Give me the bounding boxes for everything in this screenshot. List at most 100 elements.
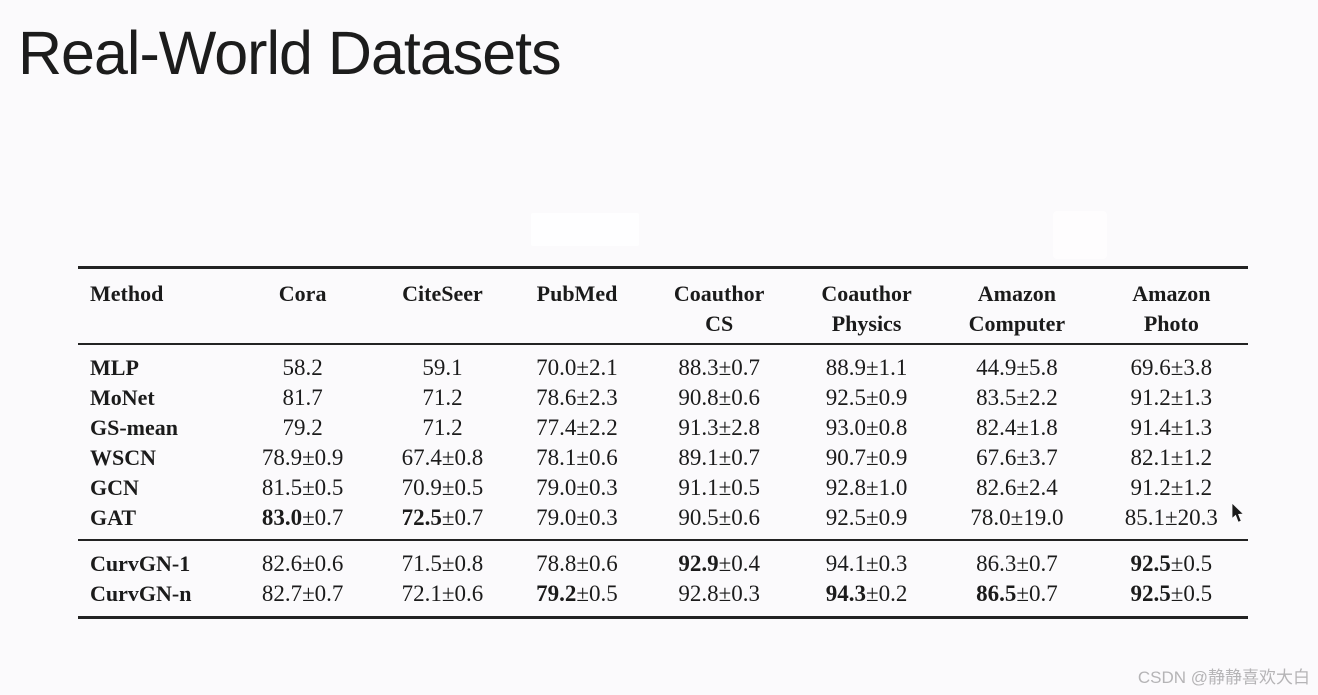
column-header-amazon-photo: Amazon Photo bbox=[1132, 281, 1211, 336]
result-value: 78.1 bbox=[536, 445, 577, 470]
result-value: 82.6 bbox=[261, 551, 303, 576]
result-cell: 44.9±5.8 bbox=[939, 344, 1095, 383]
result-cell: 77.4±2.2 bbox=[510, 413, 645, 443]
result-cell: 81.7 bbox=[230, 383, 375, 413]
result-cell: 82.6±0.6 bbox=[230, 540, 375, 579]
result-cell: 91.3±2.8 bbox=[644, 413, 794, 443]
result-value: 83.0 bbox=[261, 505, 303, 530]
result-cell: 91.1±0.5 bbox=[644, 473, 794, 503]
result-stddev: ±2.2 bbox=[1016, 385, 1058, 410]
result-cell: 94.1±0.3 bbox=[794, 540, 939, 579]
result-cell: 83.5±2.2 bbox=[939, 383, 1095, 413]
result-cell: 90.8±0.6 bbox=[644, 383, 794, 413]
result-cell: 86.3±0.7 bbox=[939, 540, 1095, 579]
result-cell: 78.6±2.3 bbox=[510, 383, 645, 413]
result-stddev: ±0.6 bbox=[718, 505, 760, 530]
result-stddev: ±0.3 bbox=[865, 551, 908, 576]
result-value: 70.9 bbox=[401, 475, 442, 500]
result-cell: 92.8±0.3 bbox=[644, 579, 794, 618]
result-value: 72.1 bbox=[401, 581, 442, 606]
result-cell: 58.2 bbox=[230, 344, 375, 383]
result-cell: 82.7±0.7 bbox=[230, 579, 375, 618]
result-value: 90.8 bbox=[678, 385, 719, 410]
result-cell: 92.5±0.9 bbox=[794, 503, 939, 540]
result-stddev: ±5.8 bbox=[1016, 355, 1058, 380]
method-name: CurvGN-1 bbox=[90, 551, 191, 576]
result-stddev: ±0.7 bbox=[1016, 551, 1058, 576]
result-cell: 78.0±19.0 bbox=[939, 503, 1095, 540]
result-cell: 92.5±0.9 bbox=[794, 383, 939, 413]
result-value: 94.1 bbox=[825, 551, 866, 576]
result-stddev: ±0.6 bbox=[441, 581, 484, 606]
result-value: 92.9 bbox=[678, 551, 719, 576]
result-value: 91.1 bbox=[678, 475, 719, 500]
column-header-coauthor-physics: Coauthor Physics bbox=[821, 281, 912, 336]
result-value: 71.5 bbox=[401, 551, 442, 576]
result-value: 59.1 bbox=[422, 355, 463, 380]
result-stddev: ±2.8 bbox=[718, 415, 760, 440]
result-value: 86.5 bbox=[976, 581, 1017, 606]
result-cell: 93.0±0.8 bbox=[794, 413, 939, 443]
result-stddev: ±3.7 bbox=[1016, 445, 1058, 470]
result-cell: 90.5±0.6 bbox=[644, 503, 794, 540]
result-value: 79.2 bbox=[282, 415, 323, 440]
ghost-watermark-patch bbox=[531, 213, 639, 246]
result-value: 92.5 bbox=[1130, 551, 1171, 576]
result-stddev: ±0.6 bbox=[718, 385, 760, 410]
column-header-pubmed: PubMed bbox=[536, 281, 618, 306]
result-stddev: ±0.8 bbox=[441, 551, 484, 576]
result-stddev: ±1.2 bbox=[1170, 475, 1213, 500]
result-value: 82.6 bbox=[976, 475, 1017, 500]
result-cell: 71.5±0.8 bbox=[375, 540, 510, 579]
result-stddev: ±0.7 bbox=[302, 581, 344, 606]
table-row-mlp: MLP 58.2 59.1 70.0±2.1 88.3±0.7 88.9±1.1 44.9±… bbox=[78, 344, 1248, 383]
result-value: 90.5 bbox=[678, 505, 719, 530]
result-value: 69.6 bbox=[1130, 355, 1171, 380]
result-value: 92.8 bbox=[678, 581, 719, 606]
result-stddev: ±1.2 bbox=[1170, 445, 1213, 470]
result-cell: 72.5±0.7 bbox=[375, 503, 510, 540]
result-value: 92.5 bbox=[825, 505, 866, 530]
result-stddev: ±0.9 bbox=[302, 445, 344, 470]
result-stddev: ±1.8 bbox=[1016, 415, 1058, 440]
result-stddev: ±0.7 bbox=[302, 505, 344, 530]
result-value: 67.6 bbox=[976, 445, 1017, 470]
result-value: 88.3 bbox=[678, 355, 719, 380]
table-row-curvgn-n: CurvGN-n 82.7±0.7 72.1±0.6 79.2±0.5 92.8±0.3… bbox=[78, 579, 1248, 618]
result-stddev: ±0.5 bbox=[441, 475, 484, 500]
result-stddev: ±0.5 bbox=[576, 581, 618, 606]
result-value: 86.3 bbox=[976, 551, 1017, 576]
result-cell: 69.6±3.8 bbox=[1095, 344, 1248, 383]
result-cell: 78.9±0.9 bbox=[230, 443, 375, 473]
result-stddev: ±0.7 bbox=[1016, 581, 1058, 606]
result-value: 94.3 bbox=[825, 581, 866, 606]
result-value: 72.5 bbox=[401, 505, 442, 530]
result-stddev: ±0.5 bbox=[718, 475, 760, 500]
table-header: Method Cora CiteSeer PubMed Coauthor CS Coauth… bbox=[78, 268, 1248, 344]
result-value: 93.0 bbox=[825, 415, 866, 440]
table-row-wscn: WSCN 78.9±0.9 67.4±0.8 78.1±0.6 89.1±0.7 90.7… bbox=[78, 443, 1248, 473]
result-value: 91.3 bbox=[678, 415, 719, 440]
result-value: 92.5 bbox=[825, 385, 866, 410]
result-stddev: ±19.0 bbox=[1010, 505, 1064, 530]
result-value: 82.7 bbox=[261, 581, 303, 606]
result-cell: 72.1±0.6 bbox=[375, 579, 510, 618]
result-cell: 82.4±1.8 bbox=[939, 413, 1095, 443]
table-group-curvgn: CurvGN-1 82.6±0.6 71.5±0.8 78.8±0.6 92.9±0.4… bbox=[78, 540, 1248, 618]
result-value: 78.6 bbox=[536, 385, 577, 410]
result-stddev: ±0.3 bbox=[576, 505, 618, 530]
result-stddev: ±0.4 bbox=[718, 551, 760, 576]
result-value: 71.2 bbox=[422, 415, 463, 440]
result-stddev: ±0.8 bbox=[441, 445, 484, 470]
result-cell: 78.1±0.6 bbox=[510, 443, 645, 473]
result-stddev: ±0.5 bbox=[302, 475, 344, 500]
result-value: 82.1 bbox=[1130, 445, 1171, 470]
method-name: MoNet bbox=[90, 385, 155, 410]
result-cell: 91.2±1.2 bbox=[1095, 473, 1248, 503]
result-cell: 71.2 bbox=[375, 383, 510, 413]
column-header-cora: Cora bbox=[278, 281, 327, 306]
method-name: GCN bbox=[90, 475, 139, 500]
result-cell: 81.5±0.5 bbox=[230, 473, 375, 503]
result-cell: 85.1±20.3 bbox=[1095, 503, 1248, 540]
